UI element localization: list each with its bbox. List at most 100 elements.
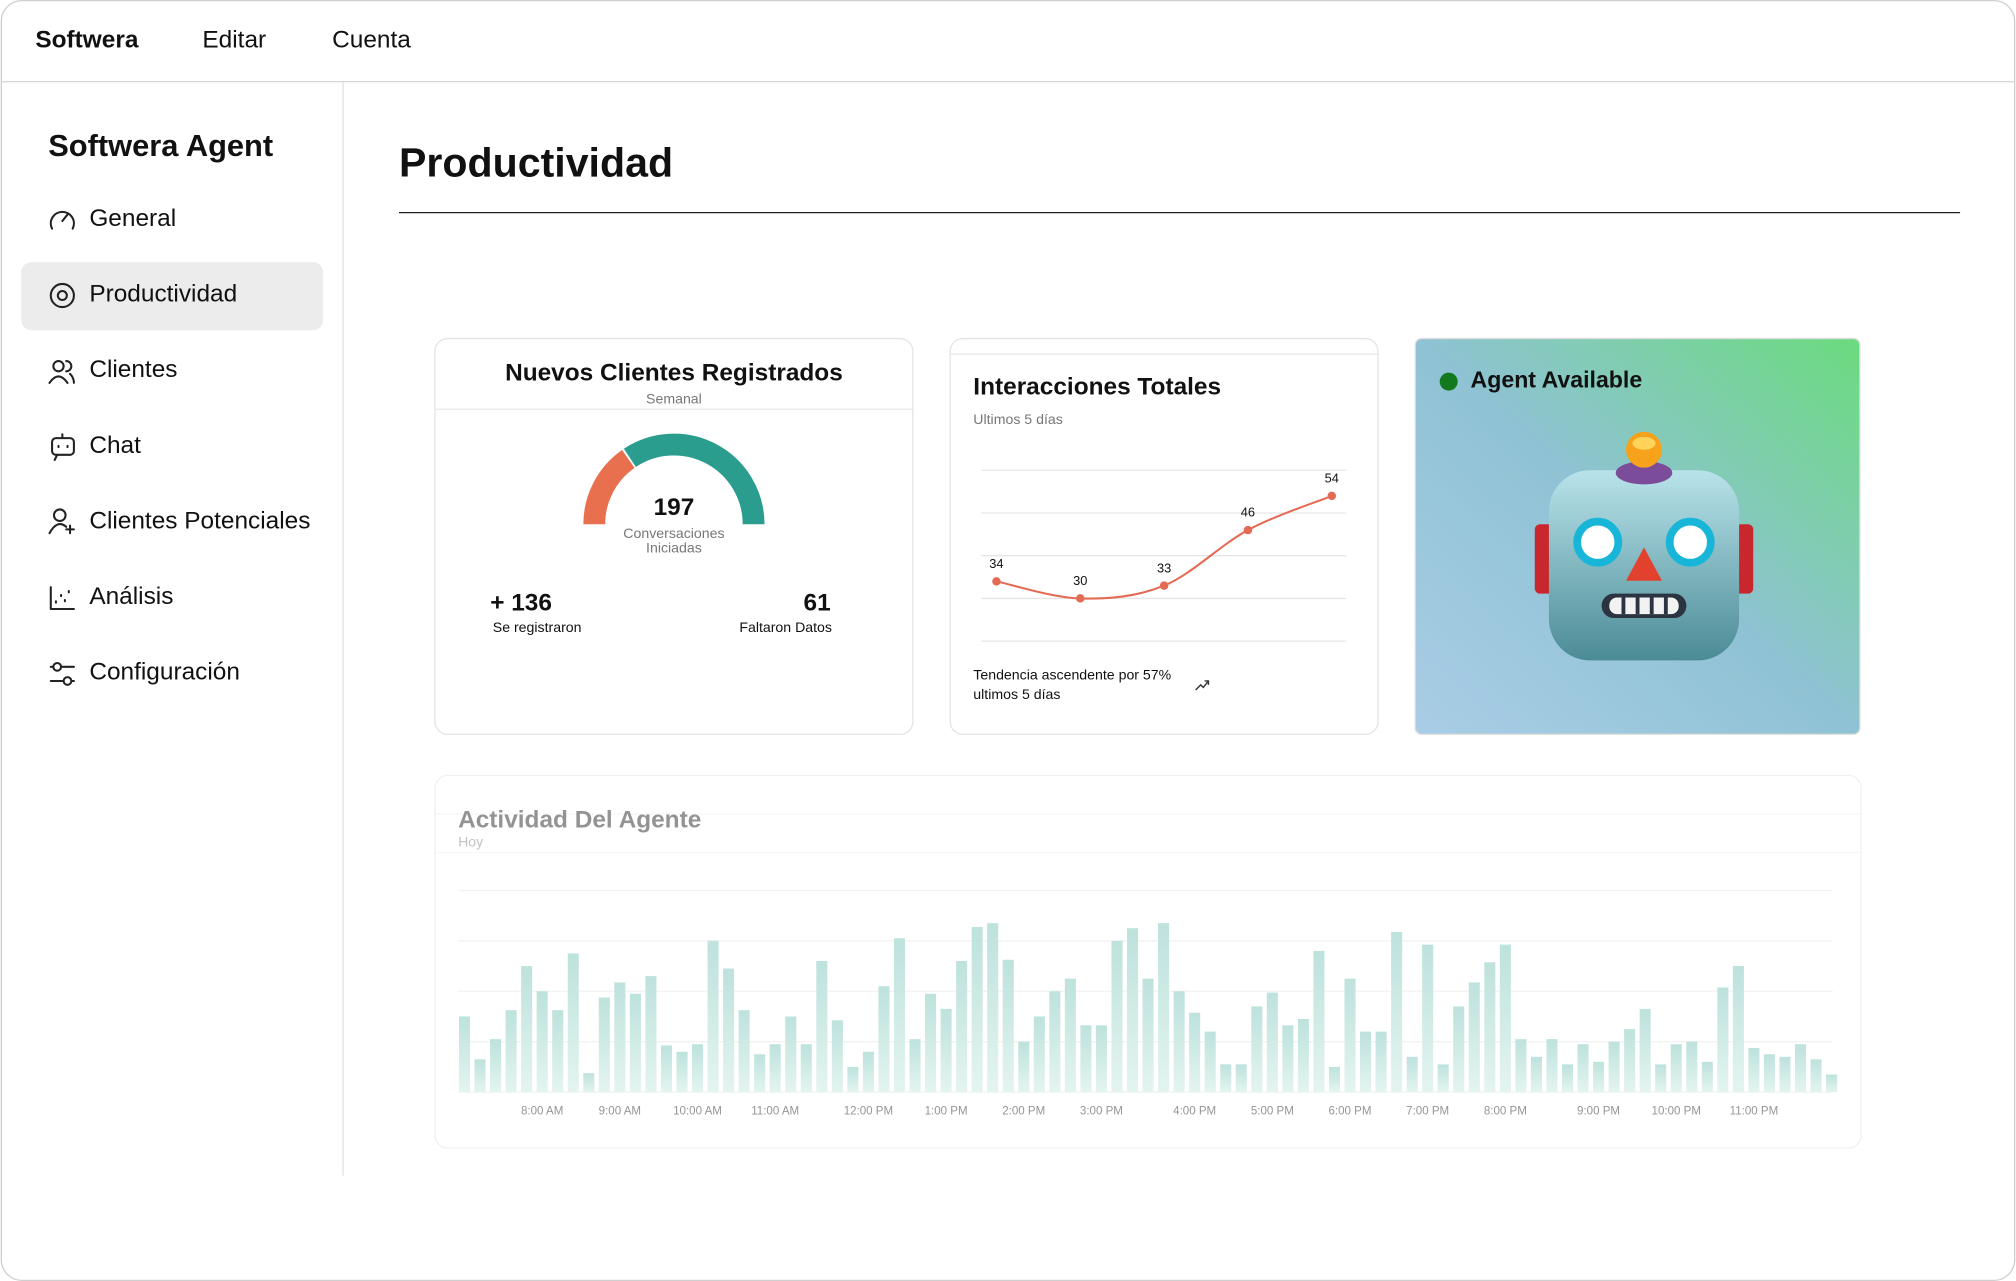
bar <box>1111 940 1123 1093</box>
page-title: Productividad <box>399 140 673 186</box>
icon-clientes <box>48 360 75 384</box>
x-tick-label: 10:00 PM <box>1652 1105 1701 1117</box>
nav-item[interactable]: Configuración <box>89 658 240 685</box>
gauge-segment <box>583 449 635 525</box>
bar <box>971 926 983 1093</box>
bar <box>1732 966 1744 1093</box>
x-tick-label: 9:00 PM <box>1577 1105 1620 1117</box>
bar <box>909 1039 921 1093</box>
gauge-caption: Iniciadas <box>646 539 702 555</box>
bar <box>1624 1029 1636 1093</box>
bar <box>1530 1056 1542 1093</box>
nav-item[interactable]: Chat <box>89 432 141 459</box>
bar <box>1033 1016 1045 1093</box>
bar <box>738 1010 750 1093</box>
bar <box>1577 1044 1589 1093</box>
bar <box>521 966 533 1093</box>
x-tick-label: 5:00 PM <box>1251 1105 1294 1117</box>
bar <box>785 1016 797 1093</box>
bar <box>1484 962 1496 1093</box>
bar <box>1468 982 1480 1093</box>
bar <box>1173 991 1185 1093</box>
bar <box>723 968 735 1093</box>
card <box>434 337 914 735</box>
bar <box>1763 1054 1775 1093</box>
bar <box>893 938 906 1093</box>
nav-item[interactable]: Clientes <box>89 356 177 383</box>
data-label: 34 <box>989 556 1003 571</box>
nav-item[interactable]: Análisis <box>89 583 173 610</box>
bar <box>552 1010 564 1093</box>
bar <box>1002 959 1014 1093</box>
bar <box>1158 923 1170 1093</box>
bar <box>1748 1047 1760 1093</box>
line-point <box>1327 491 1337 501</box>
icon-config <box>49 661 75 686</box>
data-label: 54 <box>1325 471 1339 486</box>
bar <box>1826 1074 1838 1093</box>
bar <box>474 1059 486 1093</box>
stat-label: Se registraron <box>493 619 582 635</box>
icon-productividad <box>49 282 75 309</box>
bar <box>1220 1064 1232 1093</box>
charts: Nuevos Clientes Registrados Semanal 197 Con… <box>490 359 1346 702</box>
gauge-caption: Conversaciones <box>623 525 724 541</box>
x-tick-label: 3:00 PM <box>1080 1105 1123 1117</box>
bar <box>1593 1061 1605 1093</box>
bar <box>1018 1041 1030 1093</box>
bar <box>754 1054 766 1093</box>
bar <box>458 1016 471 1093</box>
card-subtitle: Ultimos 5 días <box>973 411 1063 427</box>
bar <box>956 961 968 1093</box>
bar <box>769 1044 781 1093</box>
icon-chat <box>51 433 75 462</box>
menu-item[interactable]: Editar <box>202 27 266 54</box>
x-tick-label: 12:00 PM <box>844 1105 893 1117</box>
nav-item[interactable]: Clientes Potenciales <box>89 507 310 534</box>
bar <box>925 993 937 1093</box>
card-footer: Tendencia ascendente por 57% <box>973 667 1171 683</box>
bar <box>1670 1044 1682 1093</box>
x-tick-label: 4:00 PM <box>1173 1105 1216 1117</box>
bar <box>940 1008 952 1093</box>
nav-active-bg <box>21 262 324 331</box>
menu-item[interactable]: Softwera <box>35 27 138 54</box>
bar <box>645 976 657 1093</box>
bar <box>1437 1064 1449 1093</box>
bar <box>847 1066 859 1093</box>
x-tick-label: 8:00 AM <box>521 1105 563 1117</box>
sidebar-nav: General Productividad Clientes Chat Clientes… <box>89 205 310 685</box>
nav-item[interactable]: Productividad <box>89 281 237 308</box>
bar <box>505 1010 517 1093</box>
card-title: Interacciones Totales <box>973 373 1221 400</box>
bar <box>598 997 610 1093</box>
bar <box>1282 1025 1294 1093</box>
x-tick-label: 7:00 PM <box>1406 1105 1449 1117</box>
gauge-segment <box>623 433 765 525</box>
bar <box>1453 1006 1465 1093</box>
robot-illustration <box>1534 431 1754 661</box>
stat-value: + 136 <box>490 589 552 616</box>
bar <box>692 1044 704 1093</box>
nav-icons <box>48 210 75 686</box>
bar <box>800 1044 812 1093</box>
bar <box>1049 991 1061 1093</box>
x-tick-label: 8:00 PM <box>1484 1105 1527 1117</box>
bar <box>1251 1006 1263 1093</box>
x-tick-label: 11:00 AM <box>751 1105 799 1117</box>
nav-item[interactable]: General <box>89 205 176 232</box>
bar <box>1701 1061 1713 1093</box>
bar <box>1266 992 1278 1093</box>
bar <box>1235 1064 1247 1093</box>
sidebar-title: Softwera Agent <box>48 128 273 163</box>
x-tick-label: 2:00 PM <box>1002 1105 1045 1117</box>
bar <box>1080 1025 1092 1093</box>
bar <box>1515 1039 1527 1093</box>
bar <box>816 961 828 1093</box>
bar <box>1810 1059 1822 1093</box>
menu-item[interactable]: Cuenta <box>332 27 411 54</box>
bar <box>1608 1041 1620 1093</box>
